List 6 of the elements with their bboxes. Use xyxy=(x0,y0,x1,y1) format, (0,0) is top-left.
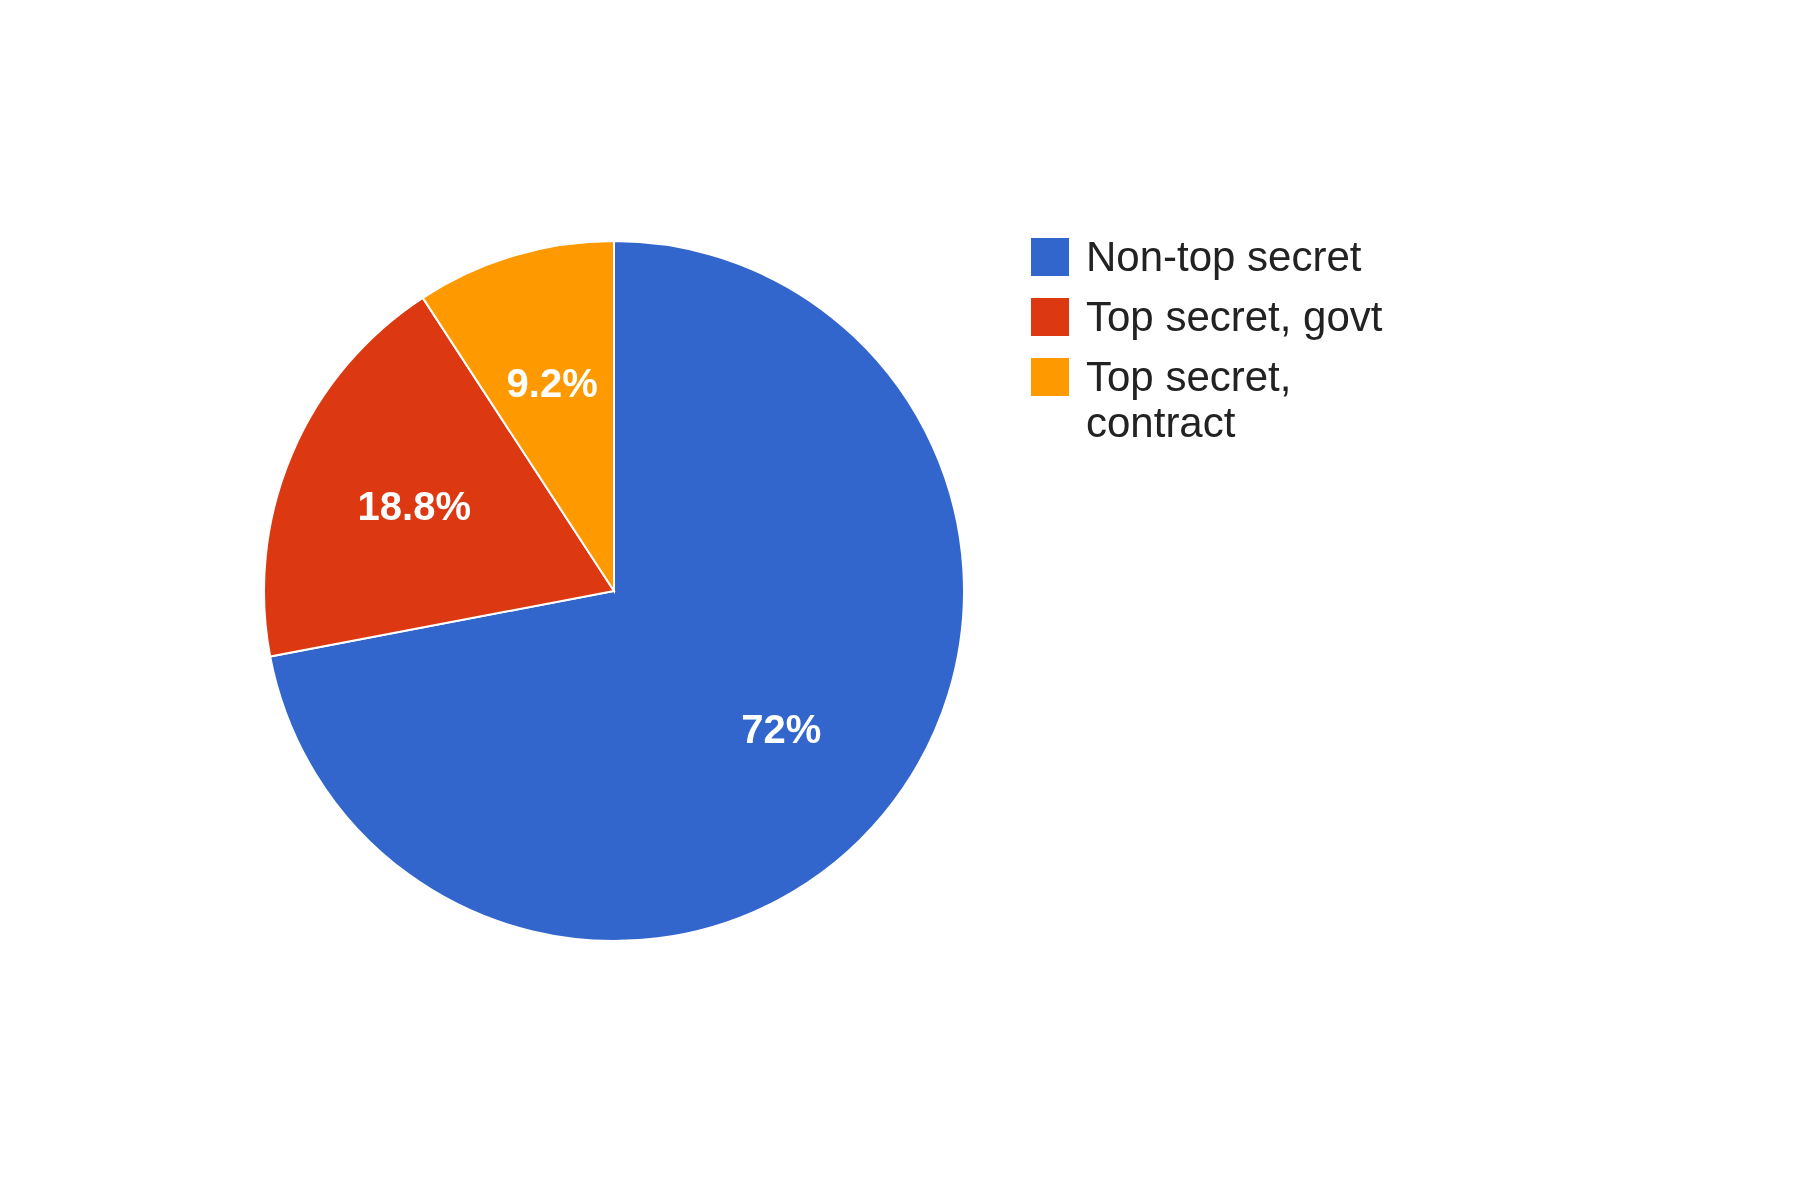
data-label: 18.8% xyxy=(357,484,472,529)
legend-label: Top secret, contract xyxy=(1086,353,1292,446)
data-label: 72% xyxy=(741,707,822,752)
data-label: 9.2% xyxy=(506,361,598,405)
legend-label: Non-top secret xyxy=(1086,233,1362,280)
legend-label: Top secret, govt xyxy=(1086,293,1383,340)
